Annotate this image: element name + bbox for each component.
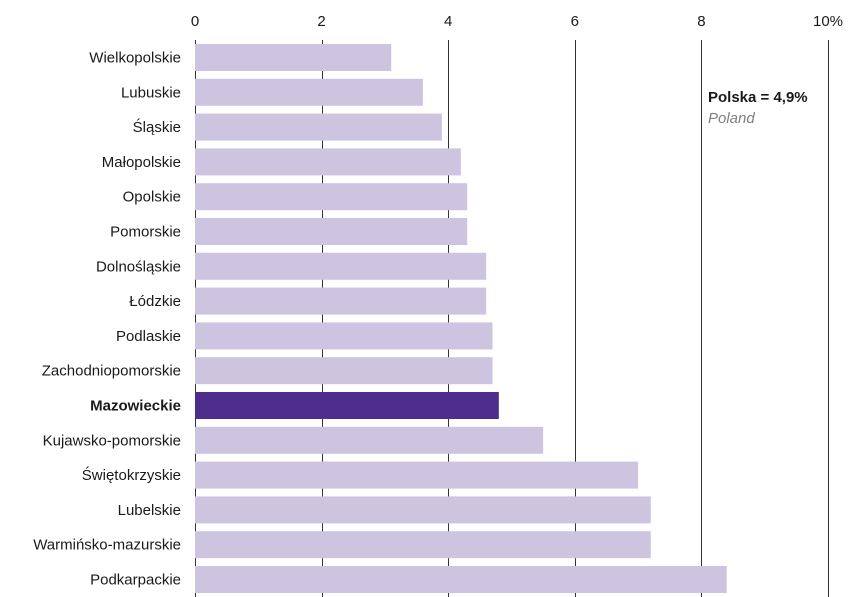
category-label: Małopolskie (102, 154, 181, 171)
x-tick-label: 0 (191, 13, 199, 30)
category-label: Lubuskie (121, 84, 181, 101)
bar (195, 183, 468, 211)
bar (195, 426, 544, 454)
annotation-sub: Poland (708, 110, 755, 127)
x-tick-label: 10% (813, 13, 843, 30)
bar (195, 218, 468, 245)
category-label: Śląskie (133, 118, 181, 136)
category-label: Dolnośląskie (96, 258, 181, 275)
category-label: Podlaskie (116, 328, 181, 345)
bar (195, 44, 392, 71)
category-label: Kujawsko-pomorskie (43, 432, 181, 449)
bar (195, 113, 442, 141)
bar (195, 357, 493, 385)
category-label: Pomorskie (110, 224, 181, 241)
bar (195, 148, 461, 176)
x-tick-label: 8 (697, 13, 705, 30)
category-label: Łódzkie (129, 293, 181, 310)
annotation: Polska = 4,9% Poland (708, 89, 808, 127)
bar (195, 566, 727, 593)
x-axis-tick-labels: 0 2 4 6 8 10% (191, 13, 843, 30)
category-label: Opolskie (123, 189, 181, 206)
category-label: Podkarpackie (90, 572, 181, 589)
category-label: Wielkopolskie (89, 50, 181, 67)
bar (195, 322, 493, 350)
annotation-main: Polska = 4,9% (708, 89, 808, 106)
bars (195, 44, 727, 593)
x-tick-label: 6 (571, 13, 579, 30)
x-tick-label: 2 (317, 13, 325, 30)
bar (195, 78, 423, 106)
x-tick-label: 4 (444, 13, 452, 30)
bar (195, 392, 499, 419)
category-labels: Wielkopolskie Lubuskie Śląskie Małopolskie O… (33, 50, 181, 589)
bar (195, 287, 487, 315)
category-label: Lubelskie (118, 502, 181, 519)
bar (195, 531, 651, 559)
category-label: Zachodniopomorskie (42, 363, 181, 380)
category-label: Świętokrzyskie (82, 466, 181, 484)
category-label: Mazowieckie (90, 398, 181, 415)
bar (195, 252, 487, 280)
bar (195, 496, 651, 524)
category-label: Warmińsko-mazurskie (33, 537, 181, 554)
bar (195, 461, 639, 489)
